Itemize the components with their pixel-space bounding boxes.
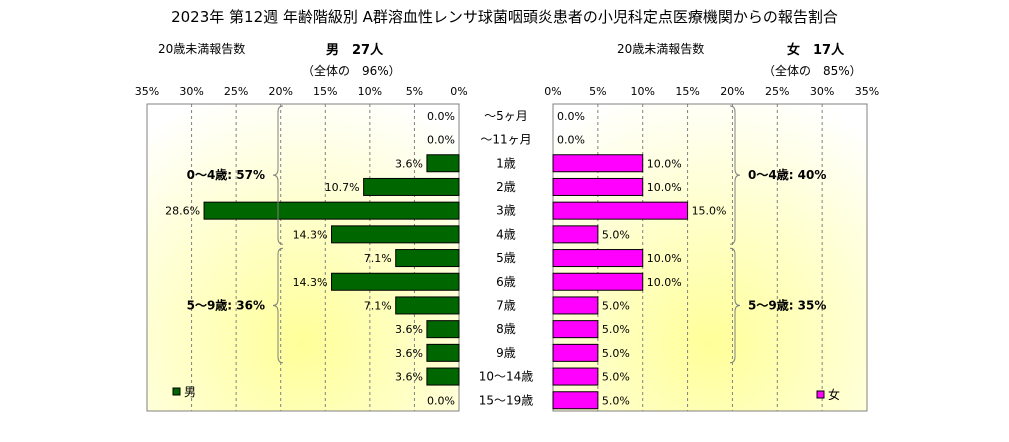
female-share-label: （全体の 85%） — [763, 64, 862, 78]
female-legend-swatch — [816, 390, 825, 399]
male-share-label: （全体の 96%） — [302, 64, 401, 78]
category-label: ～5ヶ月 — [484, 109, 528, 123]
female-x-tick-label: 25% — [765, 85, 789, 98]
male-age-group-label: 0～4歳: 57% — [187, 167, 265, 182]
female-count-label: 女 17人 — [787, 43, 845, 58]
female-bar — [552, 272, 644, 291]
male-value-label: 0.0% — [427, 134, 455, 147]
male-bar — [203, 201, 460, 220]
male-x-tick-label: 30% — [179, 85, 203, 98]
female-value-label: 0.0% — [557, 110, 585, 123]
male-bar — [426, 320, 460, 339]
female-bar — [552, 249, 644, 268]
category-label: 3歳 — [496, 204, 516, 218]
female-value-label: 10.0% — [647, 181, 682, 194]
female-bar — [552, 343, 599, 362]
category-label: 6歳 — [496, 275, 516, 289]
female-bar — [552, 201, 689, 220]
male-legend-swatch — [172, 387, 181, 396]
female-age-group-label: 0～4歳: 40% — [748, 167, 826, 182]
male-under20-label: 20歳未満報告数 — [158, 42, 246, 56]
male-x-tick-label: 35% — [135, 85, 159, 98]
male-value-label: 0.0% — [427, 110, 455, 123]
chart-title: 2023年 第12週 年齢階級別 A群溶血性レンサ球菌咽頭炎患者の小児科定点医療… — [171, 8, 838, 26]
female-value-label: 15.0% — [692, 205, 727, 218]
male-bar — [426, 367, 460, 386]
male-x-tick-label: 20% — [268, 85, 292, 98]
category-label: ～11ヶ月 — [480, 133, 531, 147]
category-label: 1歳 — [496, 156, 516, 170]
male-value-label: 28.6% — [165, 205, 200, 218]
female-value-label: 5.0% — [602, 299, 630, 312]
male-bar — [331, 225, 460, 244]
female-value-label: 0.0% — [557, 134, 585, 147]
female-x-tick-label: 20% — [720, 85, 744, 98]
female-x-tick-label: 0% — [544, 85, 561, 98]
male-value-label: 3.6% — [395, 371, 423, 384]
female-x-tick-label: 10% — [630, 85, 654, 98]
male-value-label: 14.3% — [293, 228, 328, 241]
male-bar — [363, 177, 460, 196]
female-bar — [552, 320, 599, 339]
female-value-label: 5.0% — [602, 371, 630, 384]
male-bar — [426, 154, 460, 173]
male-x-tick-label: 0% — [450, 85, 467, 98]
female-value-label: 5.0% — [602, 394, 630, 407]
female-value-label: 10.0% — [647, 157, 682, 170]
category-label: 7歳 — [496, 298, 516, 312]
male-value-label: 14.3% — [293, 276, 328, 289]
male-value-label: 7.1% — [364, 252, 392, 265]
male-bar — [395, 296, 460, 315]
male-x-tick-label: 5% — [406, 85, 423, 98]
male-bar — [395, 249, 460, 268]
male-value-label: 0.0% — [427, 394, 455, 407]
male-value-label: 3.6% — [395, 157, 423, 170]
female-bar — [552, 154, 644, 173]
female-bar — [552, 391, 599, 410]
female-bar — [552, 296, 599, 315]
female-under20-label: 20歳未満報告数 — [617, 42, 705, 56]
male-value-label: 3.6% — [395, 347, 423, 360]
male-legend-label: 男 — [184, 385, 196, 399]
female-bar — [552, 367, 599, 386]
category-label: 9歳 — [496, 346, 516, 360]
age-group-brace — [272, 105, 284, 245]
female-value-label: 5.0% — [602, 347, 630, 360]
age-group-brace — [729, 247, 741, 364]
female-age-group-label: 5～9歳: 35% — [748, 297, 826, 312]
age-group-brace — [729, 105, 741, 245]
male-value-label: 3.6% — [395, 323, 423, 336]
female-x-tick-label: 5% — [589, 85, 606, 98]
female-bar — [552, 177, 644, 196]
male-x-tick-label: 25% — [224, 85, 248, 98]
male-count-label: 男 27人 — [326, 43, 384, 58]
category-label: 10～14歳 — [479, 370, 534, 384]
category-label: 4歳 — [496, 227, 516, 241]
male-x-tick-label: 10% — [358, 85, 382, 98]
female-x-tick-label: 35% — [855, 85, 879, 98]
male-value-label: 7.1% — [364, 299, 392, 312]
female-x-tick-label: 15% — [675, 85, 699, 98]
male-value-label: 10.7% — [325, 181, 360, 194]
male-bar — [426, 343, 460, 362]
female-value-label: 10.0% — [647, 276, 682, 289]
category-label: 8歳 — [496, 322, 516, 336]
female-legend-label: 女 — [828, 387, 840, 402]
male-bar — [331, 272, 460, 291]
female-bar — [552, 225, 599, 244]
female-x-tick-label: 30% — [810, 85, 834, 98]
category-label: 5歳 — [496, 251, 516, 265]
male-age-group-label: 5～9歳: 36% — [187, 297, 265, 312]
female-value-label: 10.0% — [647, 252, 682, 265]
female-value-label: 5.0% — [602, 228, 630, 241]
age-group-brace — [272, 247, 284, 364]
category-label: 2歳 — [496, 180, 516, 194]
category-label: 15～19歳 — [479, 393, 534, 407]
female-value-label: 5.0% — [602, 323, 630, 336]
male-x-tick-label: 15% — [313, 85, 337, 98]
